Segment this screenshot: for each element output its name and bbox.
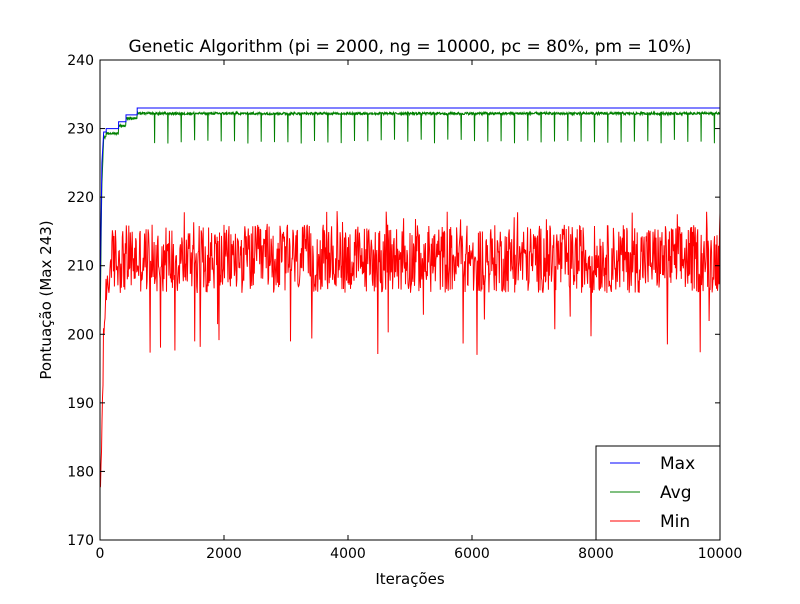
- legend-label-min: Min: [660, 512, 690, 532]
- ticks-group: 0 2000 4000 6000 8000 10000 170 180 190 200 210 220…: [67, 53, 742, 562]
- y-tick-label: 190: [67, 396, 94, 412]
- series-max-line: [99, 107, 720, 301]
- chart-title: Genetic Algorithm (pi = 2000, ng = 10000…: [128, 37, 691, 57]
- y-tick-label: 200: [67, 327, 94, 343]
- y-tick-label: 220: [67, 190, 94, 206]
- y-tick-label: 170: [67, 533, 94, 549]
- x-tick-label: 6000: [454, 546, 490, 562]
- y-axis-label: Pontuação (Max 243): [37, 220, 55, 379]
- x-tick-label: 8000: [578, 546, 614, 562]
- x-axis-label: Iterações: [375, 570, 445, 588]
- series-min-line: [99, 211, 721, 488]
- legend-label-max: Max: [660, 454, 695, 474]
- y-tick-label: 240: [67, 53, 94, 69]
- y-tick-label: 210: [67, 259, 94, 275]
- legend-label-avg: Avg: [660, 483, 692, 503]
- x-tick-label: 4000: [330, 546, 366, 562]
- legend-box: [595, 445, 721, 541]
- x-tick-label: 10000: [698, 546, 743, 562]
- y-tick-label: 180: [67, 464, 94, 480]
- series-group: [99, 107, 721, 488]
- legend: Max Avg Min: [595, 445, 721, 541]
- series-avg-line: [99, 110, 721, 335]
- x-tick-label: 0: [96, 546, 105, 562]
- x-tick-label: 2000: [206, 546, 242, 562]
- axes-frame: [99, 59, 721, 541]
- y-tick-label: 230: [67, 122, 94, 138]
